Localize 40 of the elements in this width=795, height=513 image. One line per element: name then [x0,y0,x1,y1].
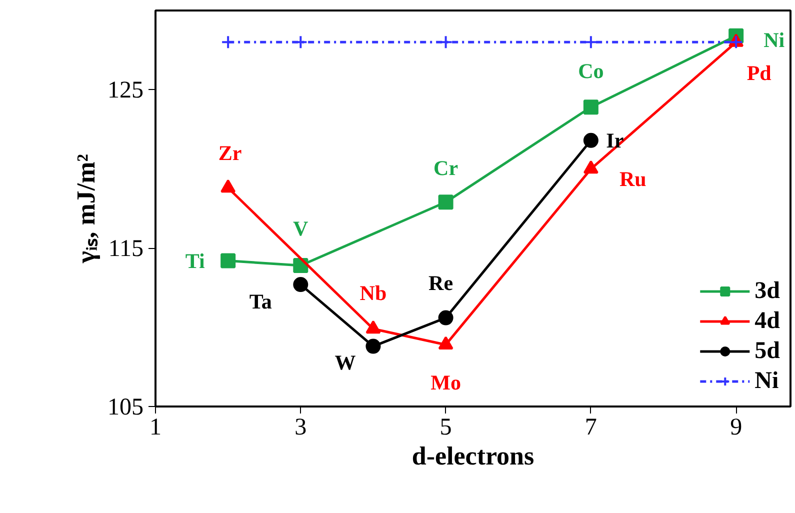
data-label: Ta [249,290,272,314]
data-label: Zr [218,140,242,165]
x-tick-label: 7 [584,414,597,440]
point [294,35,308,50]
legend-label: 4d [754,306,780,336]
point [583,100,598,115]
y-axis-title: γᵢₛ, mJ/m² [72,154,100,264]
data-label: Pd [746,61,772,86]
point [729,35,744,50]
point [220,253,236,268]
legend-label: Ni [754,366,779,396]
data-label: Nb [360,280,387,305]
data-label: Ru [620,166,647,191]
x-tick-label: 1 [150,414,162,440]
data-label: Re [428,270,454,295]
point [366,338,381,354]
point [438,35,453,50]
data-label: V [293,216,308,241]
y-tick-label: 125 [108,78,144,104]
point [221,35,236,50]
point [438,310,454,326]
data-label: Cr [434,156,458,180]
x-tick-label: 9 [730,414,742,440]
data-label: W [334,350,356,374]
x-axis-title: d-electrons [412,442,534,470]
x-tick-label: 3 [294,414,307,440]
point [583,132,598,148]
point [584,35,598,50]
legend-label: 3d [754,276,780,306]
data-label: Ni [764,28,785,52]
data-label: Ti [185,248,205,273]
data-label: Mo [430,370,461,395]
y-tick-label: 115 [108,236,144,262]
point [293,277,308,292]
x-tick-label: 5 [440,414,452,440]
point [438,194,454,210]
data-label: Ir [606,128,624,152]
data-label: Co [578,59,604,84]
y-tick-label: 105 [108,394,144,420]
legend-label: 5d [754,336,780,366]
